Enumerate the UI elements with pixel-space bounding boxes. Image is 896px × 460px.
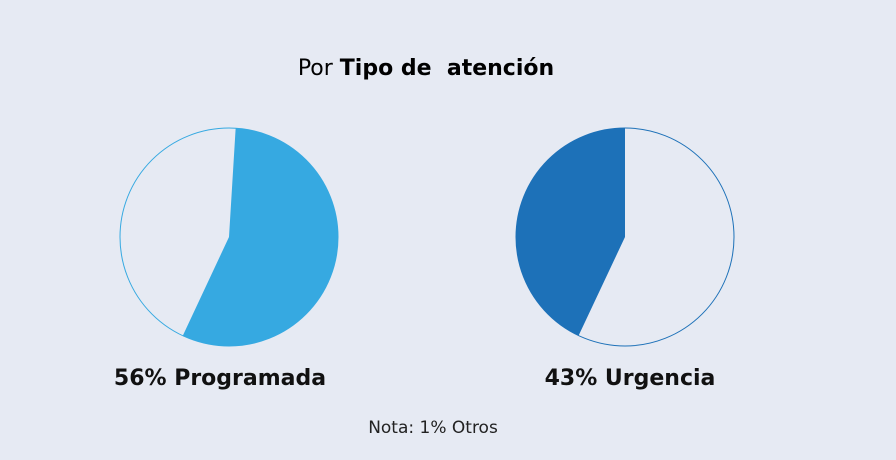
pie-label-programada: 56% Programada — [113, 366, 327, 391]
pie-chart-programada — [119, 127, 339, 347]
chart-title-bold: Tipo de atención — [339, 56, 555, 81]
pie-chart-urgencia — [515, 127, 735, 347]
pie-slice-urgencia — [516, 128, 625, 336]
chart-title-prefix: Por — [297, 56, 340, 81]
pie-label-urgencia: 43% Urgencia — [544, 366, 716, 391]
pie-slice-programada — [182, 128, 339, 346]
chart-title: Por Tipo de atención — [0, 56, 852, 81]
footnote: Nota: 1% Otros — [368, 418, 498, 438]
